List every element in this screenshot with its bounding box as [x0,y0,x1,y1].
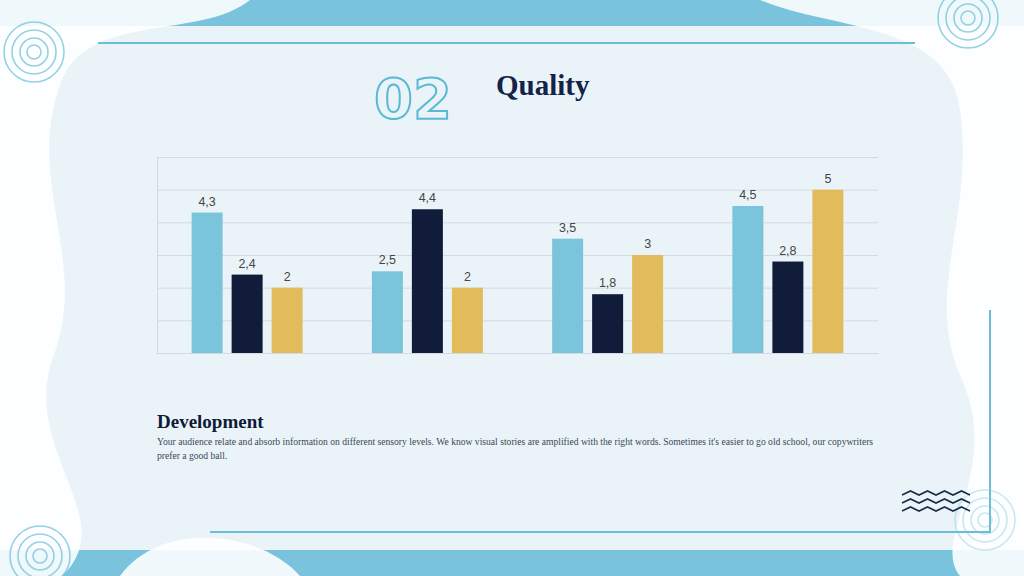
bar [552,239,583,353]
right-wave [760,0,1024,576]
spiral [27,45,41,59]
spiral [938,0,998,48]
spiral [26,542,54,570]
data-label: 4,5 [739,188,756,202]
bar [232,275,263,353]
zigzag [902,507,970,511]
grid-line [157,157,878,158]
y-tick [157,255,878,256]
y-tick [157,288,878,289]
spiral [955,490,1015,550]
grid-line [157,320,878,321]
bar [632,255,663,353]
slide: 02 Quality Development 4,3 2,5 3,5 4,5 2,4 4,4 1,… [0,0,1024,576]
bar [272,288,303,353]
data-label: 1,8 [599,276,616,290]
bar [412,209,443,353]
y-tick [157,157,878,158]
spiral [954,4,982,32]
data-label: 2,4 [238,257,255,271]
spiral [18,534,62,576]
data-label: 2 [464,270,471,284]
bar [812,190,843,353]
data-label: 2,5 [379,253,396,267]
frame-line [98,42,915,44]
section-heading: Development [157,411,264,432]
canvas: 02 Quality Development 4,3 2,5 3,5 4,5 2,4 4,4 1,… [0,0,1024,576]
spiral [971,506,999,534]
bars [192,190,844,353]
bar [772,262,803,353]
bar [452,288,483,353]
data-labels: 4,3 2,5 3,5 4,5 2,4 4,4 1,8 2,8 2 2 3 5 [198,172,831,291]
bottom-wave [120,538,300,576]
left-wave [0,0,250,576]
body-text: Your audience relate and absorb informat… [157,435,892,464]
slide-number: 02 [374,66,452,131]
spiral [4,22,64,82]
zigzag [902,491,970,495]
data-label: 4,3 [198,195,215,209]
y-tick [157,353,878,354]
spiral [12,30,56,74]
grid-line [157,255,878,256]
bar [192,213,223,353]
grid-line [157,190,878,191]
data-label: 2,8 [779,244,796,258]
y-axis [157,158,878,354]
bar [372,271,403,353]
grid-line [157,353,878,354]
grid-line [157,222,878,223]
data-label: 4,4 [419,191,436,205]
bar [592,294,623,353]
y-axis-line [158,158,879,354]
spiral [10,526,70,576]
spiral [20,38,48,66]
chart-title: Quality [496,69,590,101]
spiral [946,0,990,40]
data-label: 3,5 [559,221,576,235]
x-axis [158,353,879,355]
data-label: 3 [644,237,651,251]
zigzag [902,499,970,503]
spiral [961,11,975,25]
decoration [0,0,1024,576]
bar [732,206,763,353]
y-tick [157,190,878,191]
y-tick [157,222,878,223]
spiral [963,498,1007,542]
spiral [33,549,47,563]
data-label: 2 [284,270,291,284]
data-label: 5 [824,172,831,186]
background [0,0,1024,576]
x-axis-line [158,353,879,354]
grid-line [157,288,878,289]
y-tick [157,320,878,321]
